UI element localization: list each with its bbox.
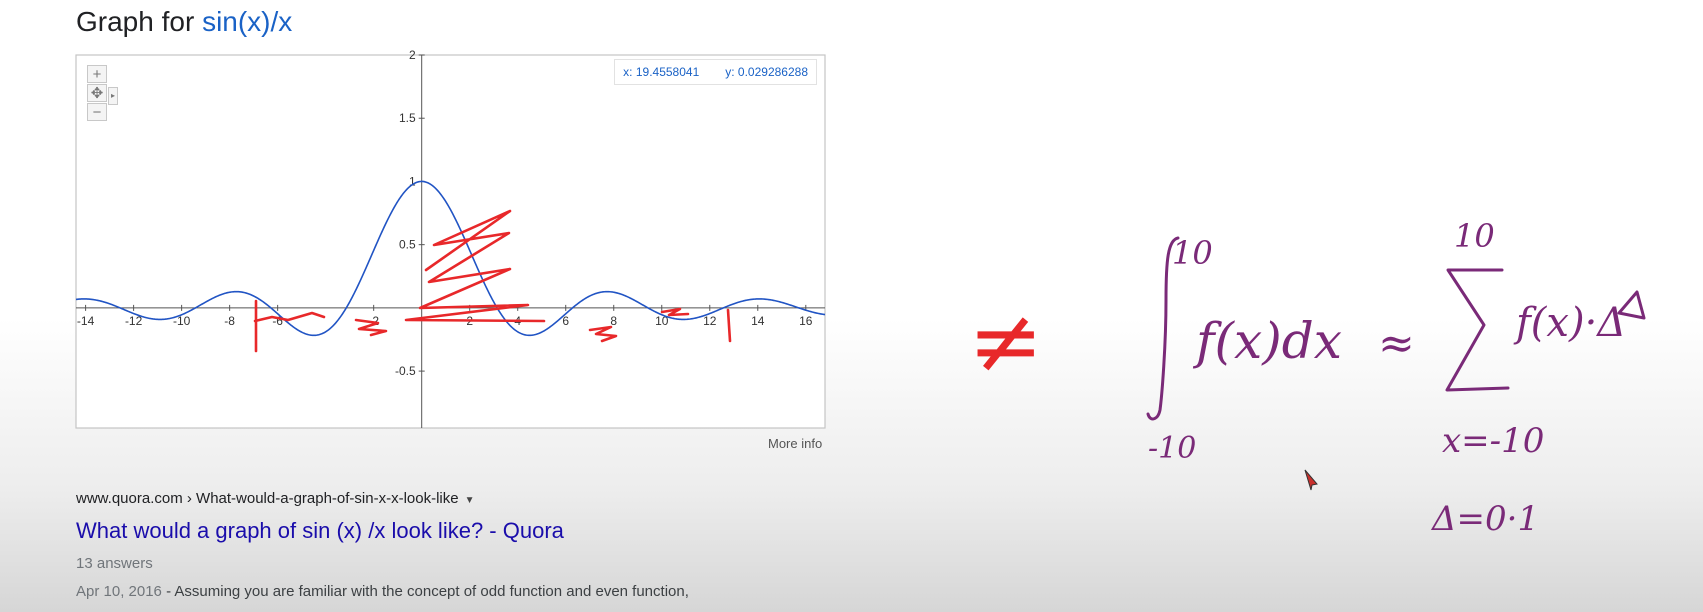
- red-hatch-right-2: [660, 307, 690, 317]
- coordinate-readout: x: 19.4558041 y: 0.029286288: [614, 59, 817, 85]
- sum-upper-limit: 10: [1454, 217, 1495, 255]
- integrand: f(x)dx: [1192, 312, 1342, 370]
- y-tick-label: 1.5: [399, 111, 416, 125]
- red-zigzag-main: [404, 209, 546, 323]
- zoom-out-button[interactable]: −: [87, 103, 107, 121]
- result-title-link[interactable]: What would a graph of sin (x) /x look li…: [76, 518, 564, 543]
- x-tick-label: 8: [610, 314, 617, 328]
- result-date: Apr 10, 2016: [76, 583, 162, 600]
- x-tick-label: 16: [799, 314, 813, 328]
- x-tick-label: -6: [272, 314, 283, 328]
- red-hatch-left-1: [253, 311, 326, 323]
- integral-lower-limit: -10: [1148, 431, 1196, 466]
- y-tick-label: -0.5: [395, 364, 416, 378]
- heading-prefix: Graph for: [76, 6, 203, 37]
- graph-heading: Graph for sin(x)/x: [76, 6, 292, 38]
- url-dropdown-icon[interactable]: ▼: [464, 495, 475, 506]
- delta-value: Δ=0·1: [1430, 499, 1539, 539]
- sinx-over-x-curve: [75, 180, 826, 337]
- more-info-link[interactable]: More info: [768, 436, 823, 451]
- sum-start: x=-10: [1442, 421, 1544, 461]
- x-tick-label: 6: [562, 314, 569, 328]
- graph-panel[interactable]: -14 -12 -10 -8 -6 -2 2 4 6 8 10 12 14 16 2 1.5 1 0.5 -0.5 …: [75, 48, 826, 429]
- delta-triangle-icon: [1617, 290, 1646, 320]
- red-tick-right: [726, 308, 732, 343]
- neq-symbol: ≠: [968, 289, 1043, 394]
- integral-sign-icon: [1146, 236, 1180, 421]
- x-tick-label: 12: [703, 314, 717, 328]
- pan-right-arrow-icon[interactable]: ▸: [108, 87, 118, 105]
- pen-cursor-icon: [1304, 469, 1318, 491]
- x-tick-label: 10: [655, 314, 669, 328]
- summand: f(x)·Δ: [1513, 300, 1626, 346]
- y-tick-label: 1: [409, 174, 416, 188]
- x-tick-label: -10: [173, 314, 191, 328]
- y-tick-label: 2: [409, 48, 416, 62]
- y-tick-label: 0.5: [399, 238, 416, 252]
- snippet-text: - Assuming you are familiar with the con…: [161, 583, 689, 600]
- answer-count: 13 answers: [76, 555, 153, 572]
- sigma-sign-icon: [1445, 268, 1510, 392]
- zoom-in-button[interactable]: +: [87, 65, 107, 83]
- coord-x: x: 19.4558041: [623, 65, 700, 79]
- coord-y: y: 0.029286288: [725, 65, 808, 79]
- x-tick-label: -14: [77, 314, 95, 328]
- x-tick-label: -12: [125, 314, 143, 328]
- x-tick-label: -2: [368, 314, 379, 328]
- red-hatch-left-2: [354, 318, 388, 337]
- pan-icon[interactable]: ✥: [87, 84, 107, 102]
- red-hatch-right-1: [588, 325, 618, 343]
- x-tick-label: 14: [751, 314, 765, 328]
- zoom-controls: + ✥ ▸ −: [87, 65, 121, 129]
- x-tick-label: -8: [224, 314, 235, 328]
- integral-upper-limit: 10: [1172, 234, 1213, 272]
- result-url[interactable]: www.quora.com › What-would-a-graph-of-si…: [76, 490, 475, 507]
- result-url-text[interactable]: www.quora.com › What-would-a-graph-of-si…: [76, 490, 459, 507]
- heading-function[interactable]: sin(x)/x: [202, 6, 293, 37]
- red-annotation-strokes: [253, 209, 732, 353]
- approx-symbol: ≈: [1378, 318, 1415, 369]
- result-snippet: Apr 10, 2016 - Assuming you are familiar…: [76, 583, 689, 600]
